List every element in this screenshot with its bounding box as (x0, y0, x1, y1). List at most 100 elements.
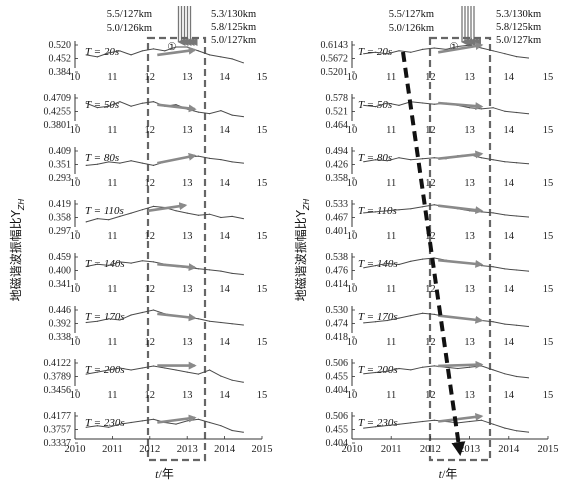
data-point (398, 157, 400, 159)
y-tick-label: 0.459 (49, 252, 72, 263)
bottom-x-tick-label: 2012 (139, 444, 160, 455)
trend-arrow (438, 360, 484, 369)
data-point (516, 324, 518, 326)
data-point (108, 52, 110, 54)
bottom-x-tick-label: 2010 (65, 444, 86, 455)
subplot: 0.533 0.467 0.401 T = 110s 10 11 12 13 14 15 (326, 199, 554, 242)
data-point (433, 204, 435, 206)
y-tick-label: 0.4255 (44, 107, 72, 118)
data-point (398, 50, 400, 52)
data-point (410, 315, 412, 317)
data-point (242, 431, 244, 433)
data-point (457, 367, 459, 370)
y-tick-label: 0.520 (49, 40, 72, 51)
data-point (410, 422, 412, 424)
y-tick-label: 0.419 (49, 199, 72, 210)
data-point (492, 212, 494, 214)
data-point (141, 162, 143, 164)
x-tick-label: 13 (182, 284, 193, 295)
data-point (152, 309, 155, 311)
x-tick-label: 15 (543, 390, 554, 401)
subplot: 0.578 0.521 0.464 T = 50s 10 11 12 13 14 15 (326, 93, 554, 136)
x-tick-label: 11 (107, 125, 117, 136)
y-tick-label: 0.341 (49, 279, 72, 290)
data-point (422, 420, 424, 423)
data-point (175, 104, 177, 106)
data-point (85, 321, 87, 324)
data-point (374, 106, 377, 108)
trend-arrow (438, 412, 484, 423)
trend-arrow (157, 103, 197, 113)
data-point (527, 377, 530, 379)
event-label-right: 5.0/127km (211, 35, 256, 46)
x-tick-label: 10 (70, 284, 81, 295)
data-point (492, 321, 494, 323)
data-point (231, 215, 233, 217)
data-point (231, 272, 233, 274)
data-point (386, 262, 388, 265)
y-tick-label: 0.5201 (321, 67, 349, 78)
x-tick-label: 15 (257, 125, 268, 136)
data-point (96, 56, 98, 58)
data-point (141, 209, 143, 211)
data-point (386, 370, 388, 372)
period-label: T = 170s (85, 311, 125, 323)
data-point (363, 161, 365, 163)
y-tick-label: 0.506 (326, 411, 349, 422)
data-point (504, 323, 506, 325)
x-tick-label: 14 (504, 125, 515, 136)
data-point (152, 418, 155, 420)
data-point (119, 50, 121, 52)
data-point (209, 269, 211, 271)
x-tick-label: 12 (145, 125, 156, 136)
data-point (175, 210, 177, 212)
y-tick-label: 0.418 (326, 332, 349, 343)
data-point (386, 319, 388, 322)
subplot: 0.4122 0.3789 0.3456 T = 200s 10 11 12 13 14 15 (44, 358, 268, 401)
y-tick-label: 0.293 (49, 173, 72, 184)
x-tick-label: 10 (70, 337, 81, 348)
x-tick-label: 10 (70, 125, 81, 136)
x-tick-label: 14 (504, 178, 515, 189)
y-tick-label: 0.384 (49, 67, 72, 78)
data-point (141, 102, 143, 104)
x-tick-label: 13 (182, 72, 193, 83)
x-axis-label: t/年 (439, 467, 458, 481)
data-point (197, 418, 199, 420)
x-tick-label: 12 (145, 72, 156, 83)
x-tick-label: 12 (425, 178, 436, 189)
y-tick-label: 0.414 (326, 279, 349, 290)
x-tick-label: 11 (107, 72, 117, 83)
time-window-box (146, 36, 207, 462)
x-tick-label: 14 (219, 284, 230, 295)
data-point (220, 425, 222, 427)
x-tick-label: 14 (504, 231, 515, 242)
x-tick-label: 14 (504, 72, 515, 83)
data-point (141, 367, 143, 369)
data-point (130, 262, 132, 264)
x-tick-label: 12 (145, 284, 156, 295)
x-tick-label: 10 (347, 72, 358, 83)
x-tick-label: 15 (543, 178, 554, 189)
data-point (422, 48, 424, 51)
x-axis-label-var: t (155, 467, 159, 481)
x-tick-label: 15 (543, 231, 554, 242)
x-tick-label: 11 (386, 390, 396, 401)
x-tick-label: 11 (386, 125, 396, 136)
y-tick-label: 0.3801 (44, 120, 72, 131)
data-point (516, 375, 518, 378)
x-tick-label: 13 (464, 178, 475, 189)
x-tick-label: 11 (386, 72, 396, 83)
data-point (141, 50, 143, 52)
x-tick-label: 13 (464, 125, 475, 136)
trend-arrow (157, 414, 197, 424)
period-label: T = 20s (85, 46, 119, 58)
data-point (422, 102, 424, 104)
x-tick-label: 14 (219, 337, 230, 348)
data-point (480, 108, 482, 110)
data-point (516, 56, 518, 58)
data-point (96, 107, 98, 109)
period-label: T = 50s (358, 99, 392, 111)
